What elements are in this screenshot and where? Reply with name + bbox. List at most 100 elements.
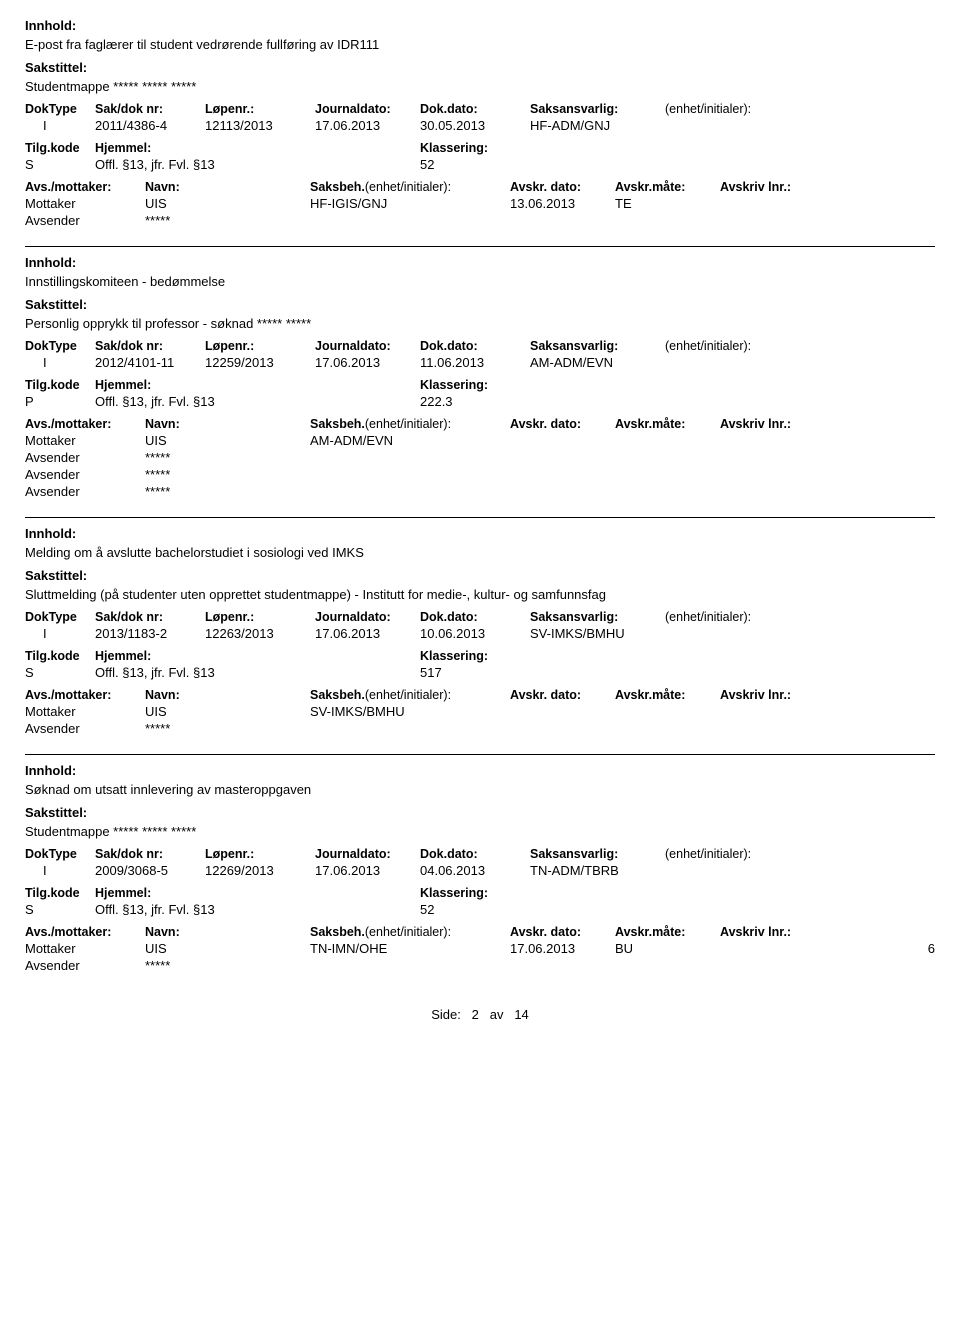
sakstittel-label: Sakstittel: (25, 60, 935, 75)
innhold-text: Melding om å avslutte bachelorstudiet i … (25, 545, 935, 560)
journaldato-label: Journaldato: (315, 339, 420, 355)
hjemmel-label: Hjemmel: (95, 141, 420, 157)
party-avskriv-lnr (720, 196, 935, 213)
avskr-mate-label: Avskr.måte: (615, 925, 720, 941)
dokdato-value: 11.06.2013 (420, 355, 530, 372)
saksbeh-label: Saksbeh.(enhet/initialer): (310, 417, 510, 433)
avskriv-lnr-label: Avskriv lnr.: (720, 417, 935, 433)
party-avskr-dato (510, 467, 615, 484)
sakdoknr-label: Sak/dok nr: (95, 102, 205, 118)
sakdoknr-label: Sak/dok nr: (95, 847, 205, 863)
hjemmel-label: Hjemmel: (95, 649, 420, 665)
dokdato-value: 04.06.2013 (420, 863, 530, 880)
klassering-value: 517 (420, 665, 935, 682)
dokdato-label: Dok.dato: (420, 610, 530, 626)
journal-entry: Innhold: E-post fra faglærer til student… (25, 10, 935, 244)
party-saksbeh (310, 213, 510, 230)
party-navn: ***** (145, 450, 310, 467)
party-navn: UIS (145, 704, 310, 721)
tilgkode-value: P (25, 394, 95, 411)
hjemmel-value-row: P Offl. §13, jfr. Fvl. §13 222.3 (25, 394, 935, 411)
party-navn: ***** (145, 721, 310, 738)
doktype-value: I (25, 626, 95, 643)
party-role: Mottaker (25, 704, 145, 721)
innhold-label: Innhold: (25, 18, 935, 33)
main-value-row: I 2011/4386-4 12113/2013 17.06.2013 30.0… (25, 118, 935, 135)
party-avskr-dato: 17.06.2013 (510, 941, 615, 958)
hjemmel-value: Offl. §13, jfr. Fvl. §13 (95, 157, 420, 174)
avskr-mate-label: Avskr.måte: (615, 180, 720, 196)
dokdato-value: 30.05.2013 (420, 118, 530, 135)
journaldato-label: Journaldato: (315, 847, 420, 863)
party-header-row: Avs./mottaker: Navn: Saksbeh.(enhet/init… (25, 688, 935, 704)
hjemmel-header-row: Tilg.kode Hjemmel: Klassering: (25, 886, 935, 902)
party-role: Avsender (25, 484, 145, 501)
avskr-mate-label: Avskr.måte: (615, 688, 720, 704)
avs-mottaker-label: Avs./mottaker: (25, 925, 145, 941)
saksansvarlig-label: Saksansvarlig: (530, 847, 665, 863)
innhold-text: Søknad om utsatt innlevering av masterop… (25, 782, 935, 797)
party-role: Mottaker (25, 196, 145, 213)
journaldato-value: 17.06.2013 (315, 118, 420, 135)
saksansvarlig-value: AM-ADM/EVN (530, 355, 665, 372)
saksansvarlig-value: SV-IMKS/BMHU (530, 626, 665, 643)
party-role: Mottaker (25, 433, 145, 450)
party-avskr-dato (510, 433, 615, 450)
party-saksbeh: AM-ADM/EVN (310, 433, 510, 450)
party-saksbeh (310, 721, 510, 738)
party-avskriv-lnr (720, 704, 935, 721)
party-avskriv-lnr (720, 467, 935, 484)
party-role: Avsender (25, 958, 145, 975)
hjemmel-value-row: S Offl. §13, jfr. Fvl. §13 517 (25, 665, 935, 682)
party-row: Mottaker UIS TN-IMN/OHE 17.06.2013 BU 6 (25, 941, 935, 958)
party-row: Avsender ***** (25, 213, 935, 230)
party-avskriv-lnr (720, 450, 935, 467)
tilgkode-value: S (25, 902, 95, 919)
avs-mottaker-label: Avs./mottaker: (25, 417, 145, 433)
page-footer: Side: 2 av 14 (25, 1007, 935, 1022)
hjemmel-header-row: Tilg.kode Hjemmel: Klassering: (25, 649, 935, 665)
enhet-init-label: (enhet/initialer): (665, 610, 935, 626)
party-avskr-dato (510, 958, 615, 975)
party-saksbeh: TN-IMN/OHE (310, 941, 510, 958)
hjemmel-value-row: S Offl. §13, jfr. Fvl. §13 52 (25, 157, 935, 174)
tilgkode-label: Tilg.kode (25, 378, 95, 394)
saksbeh-label: Saksbeh.(enhet/initialer): (310, 180, 510, 196)
sakstittel-text: Studentmappe ***** ***** ***** (25, 79, 935, 94)
party-row: Mottaker UIS AM-ADM/EVN (25, 433, 935, 450)
hjemmel-label: Hjemmel: (95, 378, 420, 394)
party-navn: ***** (145, 213, 310, 230)
party-avskriv-lnr (720, 484, 935, 501)
avskr-dato-label: Avskr. dato: (510, 417, 615, 433)
saksansvarlig-label: Saksansvarlig: (530, 339, 665, 355)
tilgkode-label: Tilg.kode (25, 141, 95, 157)
sakstittel-text: Sluttmelding (på studenter uten opprette… (25, 587, 935, 602)
lopenr-value: 12269/2013 (205, 863, 315, 880)
party-avskr-mate (615, 213, 720, 230)
tilgkode-label: Tilg.kode (25, 886, 95, 902)
journal-entry: Innhold: Innstillingskomiteen - bedømmel… (25, 247, 935, 515)
party-saksbeh (310, 484, 510, 501)
party-navn: ***** (145, 484, 310, 501)
party-saksbeh (310, 450, 510, 467)
doktype-label: DokType (25, 847, 95, 863)
dokdato-label: Dok.dato: (420, 102, 530, 118)
party-row: Mottaker UIS SV-IMKS/BMHU (25, 704, 935, 721)
party-avskr-dato (510, 484, 615, 501)
saksansvarlig-label: Saksansvarlig: (530, 102, 665, 118)
hjemmel-value-row: S Offl. §13, jfr. Fvl. §13 52 (25, 902, 935, 919)
party-avskr-mate: TE (615, 196, 720, 213)
klassering-label: Klassering: (420, 649, 935, 665)
party-row: Avsender ***** (25, 450, 935, 467)
klassering-value: 52 (420, 157, 935, 174)
party-avskr-mate (615, 450, 720, 467)
avs-mottaker-label: Avs./mottaker: (25, 688, 145, 704)
avskriv-lnr-label: Avskriv lnr.: (720, 925, 935, 941)
side-label: Side: (431, 1007, 461, 1022)
entry-list: Innhold: E-post fra faglærer til student… (25, 10, 935, 989)
enhet-init-label: (enhet/initialer): (665, 847, 935, 863)
hjemmel-header-row: Tilg.kode Hjemmel: Klassering: (25, 141, 935, 157)
party-navn: UIS (145, 941, 310, 958)
party-avskriv-lnr (720, 958, 935, 975)
innhold-label: Innhold: (25, 763, 935, 778)
